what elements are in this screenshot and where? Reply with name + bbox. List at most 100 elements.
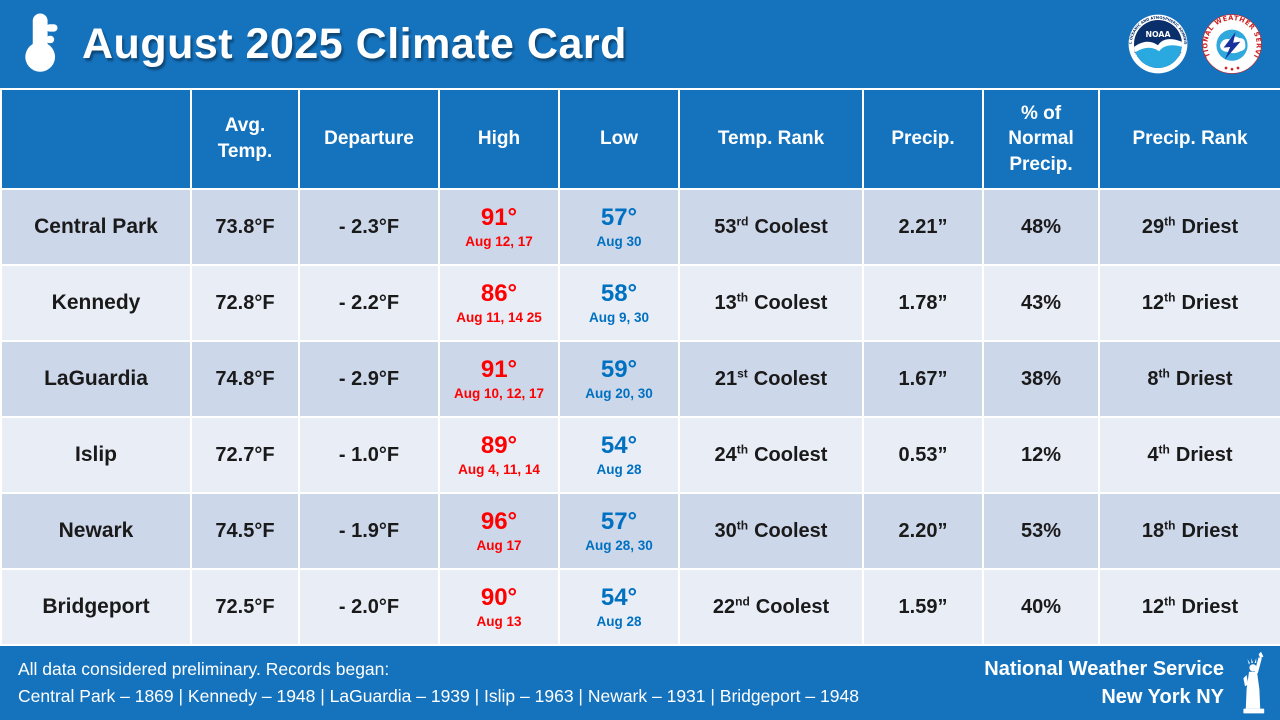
rank-number: 4 [1147, 443, 1159, 466]
col-header-precip-rank: Precip. Rank [1098, 88, 1280, 190]
rank-label: Driest [1181, 291, 1239, 314]
footer-disclaimer: All data considered preliminary. Records… [18, 658, 390, 679]
rank-number: 53 [714, 215, 737, 238]
low-cell: 59° Aug 20, 30 [558, 340, 680, 418]
table-row-bridgeport: Bridgeport 72.5°F - 2.0°F 90° Aug 13 54°… [0, 568, 1280, 646]
station-name: Kennedy [0, 264, 192, 342]
rank-suffix: th [1164, 593, 1176, 608]
low-dates: Aug 30 [596, 233, 642, 249]
col-header-precip: Precip. [862, 88, 984, 190]
precip-cell: 0.53” [862, 416, 984, 494]
agency-logos: NATIONAL OCEANIC AND ATMOSPHERIC ADMINIS… [1128, 14, 1268, 74]
rank-suffix: rd [736, 213, 749, 228]
station-name: Bridgeport [0, 568, 192, 646]
temp-rank-cell: 13th Coolest [678, 264, 864, 342]
high-value: 91° [480, 204, 518, 232]
high-cell: 96° Aug 17 [438, 492, 560, 570]
rank-number: 12 [1141, 291, 1165, 314]
high-value: 91° [480, 356, 518, 384]
low-value: 59° [600, 356, 638, 384]
rank-number: 8 [1147, 367, 1159, 390]
rank-suffix: th [736, 289, 749, 304]
statue-of-liberty-icon [1243, 651, 1265, 714]
rank-label: Driest [1181, 215, 1239, 238]
rank-number: 21 [714, 367, 738, 390]
high-dates: Aug 17 [476, 537, 522, 553]
climate-table: Avg. Temp. Departure High Low Temp. Rank… [0, 88, 1280, 646]
low-value: 58° [600, 280, 638, 308]
low-value: 57° [600, 204, 638, 232]
precip-cell: 1.67” [862, 340, 984, 418]
pct-normal-cell: 53% [982, 492, 1100, 570]
high-dates: Aug 10, 12, 17 [453, 385, 545, 401]
rank-label: Driest [1175, 367, 1233, 390]
low-cell: 57° Aug 30 [558, 188, 680, 266]
rank-number: 18 [1141, 519, 1165, 542]
rank-suffix: th [1164, 213, 1176, 228]
thermometer-icon [25, 13, 58, 72]
table-row-newark: Newark 74.5°F - 1.9°F 96° Aug 17 57° Aug… [0, 492, 1280, 570]
rank-suffix: th [1164, 289, 1176, 304]
station-name: LaGuardia [0, 340, 192, 418]
low-dates: Aug 9, 30 [588, 309, 650, 325]
temp-rank-cell: 21st Coolest [678, 340, 864, 418]
col-header-low: Low [558, 88, 680, 190]
pct-normal-cell: 38% [982, 340, 1100, 418]
nws-logo-icon: NATIONAL WEATHER SERVICE [1202, 14, 1262, 74]
high-value: 90° [480, 584, 518, 612]
title-bar: August 2025 Climate Card NATIONAL OCEANI… [0, 0, 1280, 88]
col-header-high: High [438, 88, 560, 190]
rank-suffix: th [1158, 441, 1170, 456]
rank-number: 24 [714, 443, 737, 466]
high-dates: Aug 13 [476, 613, 522, 629]
rank-label: Driest [1175, 443, 1233, 466]
table-row-islip: Islip 72.7°F - 1.0°F 89° Aug 4, 11, 14 5… [0, 416, 1280, 494]
col-header-temp-rank: Temp. Rank [678, 88, 864, 190]
avg-temp-cell: 72.7°F [190, 416, 300, 494]
rank-label: Coolest [753, 367, 828, 390]
precip-rank-cell: 18th Driest [1098, 492, 1280, 570]
pct-normal-cell: 12% [982, 416, 1100, 494]
departure-cell: - 1.9°F [298, 492, 440, 570]
footer-org-office: New York NY [1101, 686, 1224, 708]
rank-number: 22 [712, 595, 736, 618]
rank-suffix: th [736, 441, 749, 456]
precip-cell: 1.78” [862, 264, 984, 342]
rank-label: Coolest [754, 519, 828, 542]
low-cell: 58° Aug 9, 30 [558, 264, 680, 342]
precip-cell: 2.20” [862, 492, 984, 570]
departure-cell: - 2.0°F [298, 568, 440, 646]
footer-records: Central Park – 1869 | Kennedy – 1948 | L… [18, 686, 859, 706]
rank-label: Driest [1181, 519, 1239, 542]
avg-temp-cell: 74.8°F [190, 340, 300, 418]
rank-suffix: th [1164, 517, 1176, 532]
col-header-station [0, 88, 192, 190]
rank-suffix: th [1158, 365, 1170, 380]
departure-cell: - 2.2°F [298, 264, 440, 342]
high-value: 89° [480, 432, 518, 460]
low-value: 57° [600, 508, 638, 536]
high-cell: 90° Aug 13 [438, 568, 560, 646]
precip-rank-cell: 29th Driest [1098, 188, 1280, 266]
high-cell: 91° Aug 12, 17 [438, 188, 560, 266]
precip-cell: 1.59” [862, 568, 984, 646]
temp-rank-cell: 22nd Coolest [678, 568, 864, 646]
rank-label: Coolest [755, 595, 830, 618]
avg-temp-cell: 73.8°F [190, 188, 300, 266]
station-name: Newark [0, 492, 192, 570]
low-cell: 54° Aug 28 [558, 568, 680, 646]
temp-rank-cell: 53rd Coolest [678, 188, 864, 266]
low-cell: 54° Aug 28 [558, 416, 680, 494]
footer-org-name: National Weather Service [984, 658, 1224, 680]
high-value: 86° [480, 280, 518, 308]
departure-cell: - 2.3°F [298, 188, 440, 266]
high-dates: Aug 4, 11, 14 [458, 461, 540, 477]
footer-org: National Weather Service New York NY [984, 655, 1224, 711]
low-dates: Aug 28 [596, 613, 642, 629]
pct-normal-cell: 43% [982, 264, 1100, 342]
col-header-departure: Departure [298, 88, 440, 190]
low-dates: Aug 20, 30 [585, 385, 653, 401]
header-row: Avg. Temp. Departure High Low Temp. Rank… [0, 88, 1280, 190]
pct-normal-cell: 40% [982, 568, 1100, 646]
